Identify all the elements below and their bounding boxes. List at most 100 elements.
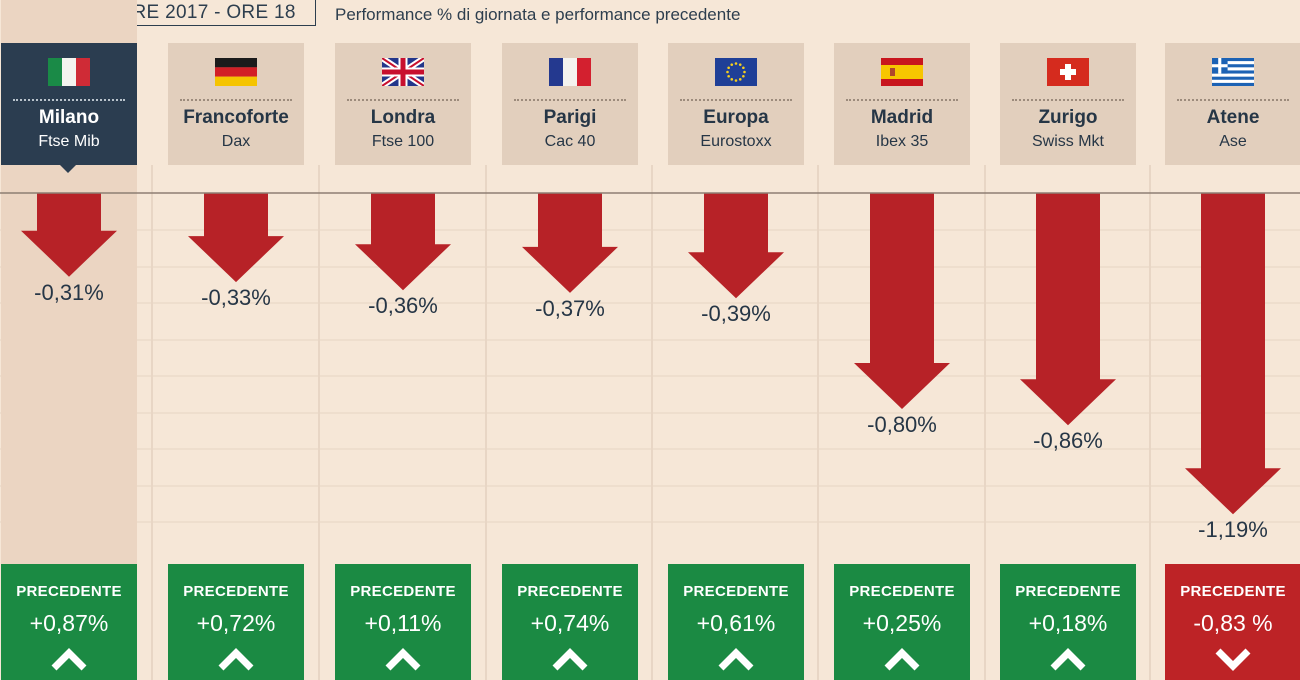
previous-value: +0,72% (196, 610, 276, 636)
germany-flag-icon (215, 58, 257, 86)
market-header: Zurigo Swiss Mkt (1000, 43, 1136, 165)
down-arrow-bar (1185, 193, 1281, 515)
value-label: -0,36% (368, 293, 438, 319)
previous-label: PRECEDENTE (517, 583, 623, 600)
chevron-up-icon (1050, 648, 1086, 671)
market-header: Parigi Cac 40 (502, 43, 638, 165)
previous-performance-box: PRECEDENTE -0,83 % (1165, 564, 1300, 680)
previous-value: +0,74% (530, 610, 610, 636)
chevron-up-icon (218, 648, 254, 671)
market-column: Francoforte Dax -0,33% PRECEDENTE +0,72% (167, 0, 333, 680)
previous-performance-box: PRECEDENTE +0,18% (1000, 564, 1136, 680)
value-label: -0,86% (1033, 428, 1103, 454)
dotted-divider (1012, 99, 1124, 101)
index-name: Ftse 100 (371, 133, 435, 150)
value-label: -0,80% (867, 412, 937, 437)
down-arrow-bar (688, 193, 784, 299)
dotted-divider (180, 99, 292, 101)
market-column: Zurigo Swiss Mkt -0,86% PRECEDENTE +0,18% (999, 0, 1165, 680)
arrow-layer (188, 193, 284, 283)
market-column: Milano Ftse Mib -0,31% PRECEDENTE +0,87% (0, 0, 166, 680)
arrow-layer (854, 193, 950, 409)
market-name: Londra (370, 107, 436, 128)
index-name: Swiss Mkt (1032, 133, 1104, 150)
selection-pointer (60, 165, 76, 173)
chevron-up-icon (718, 648, 754, 671)
arrow-layer (688, 193, 784, 299)
arrow-layer (1185, 193, 1281, 515)
spain-flag-icon (881, 58, 923, 86)
market-column: Londra Ftse 100 -0,36% PRECEDENTE +0,11% (334, 0, 500, 680)
dotted-divider (1177, 99, 1289, 101)
dotted-divider (846, 99, 958, 101)
chart-subtitle: Performance % di giornata e performance … (335, 5, 741, 24)
market-name: Madrid (870, 107, 934, 128)
arrow-layer (1020, 193, 1116, 426)
index-name: Ftse Mib (38, 133, 100, 150)
index-name: Ase (1219, 133, 1247, 150)
previous-value: +0,11% (364, 610, 442, 636)
previous-performance-box: PRECEDENTE +0,72% (168, 564, 304, 680)
previous-label: PRECEDENTE (1180, 583, 1286, 600)
market-name: Francoforte (183, 107, 289, 128)
france-flag-icon (549, 58, 591, 86)
previous-value: +0,25% (862, 610, 942, 636)
market-name: Europa (703, 107, 769, 128)
dotted-divider (13, 99, 125, 101)
previous-label: PRECEDENTE (849, 583, 955, 600)
previous-value: +0,18% (1028, 610, 1108, 636)
market-name: Parigi (543, 107, 597, 128)
market-name: Atene (1206, 107, 1260, 128)
arrow-layer (355, 193, 451, 291)
previous-label: PRECEDENTE (16, 583, 122, 600)
chevron-up-icon (552, 648, 588, 671)
previous-label: PRECEDENTE (683, 583, 789, 600)
previous-label: PRECEDENTE (1015, 583, 1121, 600)
previous-value: +0,61% (696, 610, 776, 636)
down-arrow-bar (522, 193, 618, 293)
down-arrow-bar (355, 193, 451, 291)
chevron-up-icon (385, 648, 421, 671)
dotted-divider (680, 99, 792, 101)
down-arrow-bar (1020, 193, 1116, 426)
previous-performance-box: PRECEDENTE +0,11% (335, 564, 471, 680)
previous-performance-box: PRECEDENTE +0,61% (668, 564, 804, 680)
dotted-divider (347, 99, 459, 101)
previous-performance-box: PRECEDENTE +0,87% (1, 564, 137, 680)
market-header: Europa Eurostoxx (668, 43, 804, 165)
chevron-down-icon (1215, 648, 1251, 671)
market-header: Francoforte Dax (168, 43, 304, 165)
italy-flag-icon (48, 58, 90, 86)
previous-label: PRECEDENTE (350, 583, 456, 600)
market-header: Atene Ase (1165, 43, 1300, 165)
chevron-up-icon (51, 648, 87, 671)
value-label: -1,19% (1198, 517, 1268, 543)
market-name: Zurigo (1038, 107, 1098, 128)
value-label: -0,39% (701, 301, 771, 327)
down-arrow-bar (188, 193, 284, 283)
market-column: Atene Ase -1,19% PRECEDENTE -0,83 % (1164, 0, 1300, 680)
previous-performance-box: PRECEDENTE +0,25% (834, 564, 970, 680)
value-label: -0,33% (201, 285, 271, 311)
greece-flag-icon (1212, 58, 1254, 86)
eu-flag-icon (715, 58, 757, 86)
index-name: Ibex 35 (875, 133, 929, 150)
arrow-layer (21, 193, 117, 277)
index-name: Cac 40 (544, 133, 596, 150)
market-header: Madrid Ibex 35 (834, 43, 970, 165)
value-label: -0,37% (535, 295, 605, 321)
previous-value: -0,83 % (1193, 610, 1273, 636)
uk-flag-icon (382, 58, 424, 86)
dotted-divider (514, 99, 626, 101)
market-column: Madrid Ibex 35 -0,80% PRECEDENTE +0,25% (833, 0, 999, 680)
value-label: -0,31% (34, 279, 104, 305)
arrow-layer (522, 193, 618, 293)
previous-value: +0,87% (29, 610, 109, 636)
market-column: Europa Eurostoxx -0,39% PRECEDENTE +0,61% (667, 0, 833, 680)
chevron-up-icon (884, 648, 920, 671)
down-arrow-bar (21, 193, 117, 277)
market-column: Parigi Cac 40 -0,37% PRECEDENTE +0,74% (501, 0, 667, 680)
market-header: Milano Ftse Mib (1, 43, 137, 165)
